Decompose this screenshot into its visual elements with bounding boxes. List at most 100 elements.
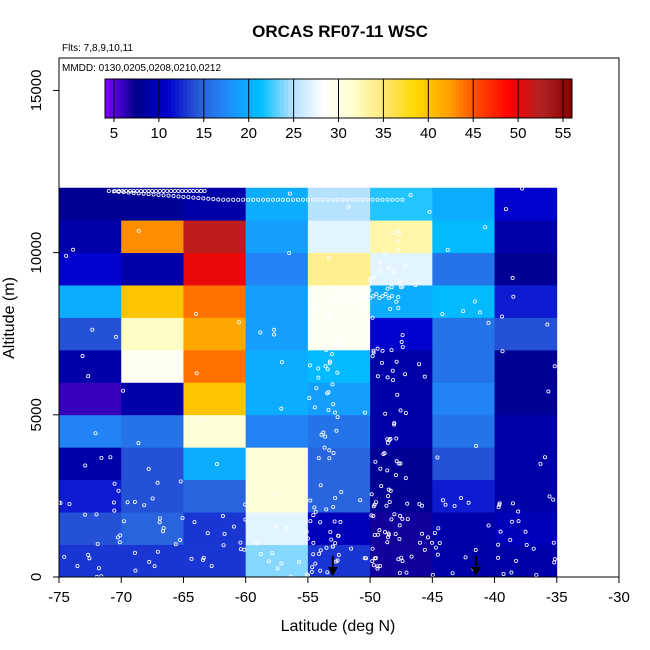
heatmap-cell	[494, 187, 558, 221]
observation-point	[155, 549, 160, 554]
observation-point	[380, 348, 385, 353]
observation-point	[385, 437, 390, 442]
colorbar-segment	[116, 79, 122, 118]
observation-point	[399, 555, 404, 560]
observation-point	[386, 487, 391, 492]
observation-point	[391, 270, 396, 275]
observation-point	[503, 207, 508, 212]
observation-point	[350, 197, 355, 202]
heatmap-cell	[432, 349, 495, 383]
heatmap-cell	[183, 382, 247, 416]
heatmap-cell	[432, 544, 495, 578]
observation-point	[343, 294, 348, 299]
observation-point	[300, 197, 305, 202]
observation-point	[236, 197, 241, 202]
heatmap-cell	[245, 414, 309, 448]
observation-point	[375, 532, 380, 537]
observation-point	[315, 306, 320, 311]
colorbar-tick-label: 20	[240, 125, 257, 142]
observation-point	[352, 294, 357, 299]
observation-point	[396, 228, 401, 233]
colorbar-segment	[206, 79, 211, 118]
x-tick-label: -65	[173, 589, 195, 606]
colorbar-segment	[509, 79, 515, 118]
colorbar-segment	[451, 79, 456, 118]
observation-point	[327, 360, 332, 365]
observation-point	[370, 546, 375, 551]
observation-point	[365, 197, 370, 202]
observation-point	[116, 488, 121, 493]
observation-point	[511, 294, 516, 299]
observation-point	[127, 188, 132, 193]
observation-point	[156, 192, 161, 197]
colorbar-segment	[377, 79, 382, 118]
x-tick-label: -70	[110, 589, 132, 606]
observation-point	[477, 310, 482, 315]
observation-point	[385, 375, 390, 380]
observation-point	[86, 374, 91, 379]
observation-point	[374, 292, 379, 297]
x-tick-label: -35	[546, 589, 568, 606]
arrow-head	[327, 567, 338, 576]
observation-point	[397, 279, 402, 284]
heatmap-cell	[494, 544, 558, 578]
observation-point	[333, 294, 338, 299]
heatmap-cell	[307, 317, 371, 351]
heatmap-cell	[59, 479, 122, 513]
observation-point	[496, 555, 501, 560]
observation-point	[509, 519, 514, 524]
colorbar-segment	[350, 79, 355, 118]
heatmap-cell	[432, 187, 495, 221]
heatmap-cell	[370, 479, 433, 513]
colorbar-segment	[548, 79, 554, 118]
observation-point	[466, 500, 471, 505]
observation-point	[211, 197, 216, 202]
observation-point	[310, 197, 315, 202]
x-axis-label: Latitude (deg N)	[281, 618, 396, 635]
colorbar-segment	[233, 79, 238, 118]
observation-point	[181, 194, 186, 199]
colorbar-segment	[217, 79, 223, 118]
x-tick-label: -40	[484, 589, 506, 606]
heatmap-cell	[59, 187, 122, 221]
y-tick-label: 0	[28, 573, 45, 581]
observation-point	[131, 188, 136, 193]
observation-point	[463, 555, 468, 560]
observation-point	[271, 197, 276, 202]
colorbar-tick-label: 25	[285, 125, 302, 142]
observation-point	[417, 540, 422, 545]
observation-point	[403, 372, 408, 377]
observation-point	[375, 566, 380, 571]
observation-point	[486, 523, 491, 528]
observation-point	[509, 570, 514, 575]
colorbar-segment	[272, 79, 277, 118]
observation-point	[231, 197, 236, 202]
colorbar-segment	[175, 79, 180, 118]
observation-point	[546, 389, 551, 394]
colorbar-segment	[136, 79, 141, 118]
heatmap-cell	[432, 382, 495, 416]
observation-point	[380, 294, 385, 299]
observation-point	[106, 188, 111, 193]
observation-point	[371, 294, 376, 299]
heatmap-cell	[432, 252, 495, 286]
observation-point	[166, 193, 171, 198]
heatmap-cell	[432, 414, 495, 448]
observation-point	[358, 296, 363, 301]
heatmap-cell	[245, 479, 309, 513]
colorbar-segment	[533, 79, 538, 118]
observation-point	[176, 366, 181, 371]
observation-point	[318, 548, 323, 553]
heatmap-cell	[183, 479, 247, 513]
observation-point	[497, 501, 502, 506]
observation-point	[142, 503, 147, 508]
observation-point	[94, 512, 99, 517]
observation-point	[435, 455, 440, 460]
colorbar-segment	[463, 79, 468, 118]
observation-point	[384, 503, 389, 508]
colorbar-tick-label: 55	[555, 125, 572, 142]
observation-point	[371, 563, 376, 568]
observation-point	[371, 350, 376, 355]
plot-frame	[58, 57, 620, 578]
observation-point	[377, 528, 382, 533]
